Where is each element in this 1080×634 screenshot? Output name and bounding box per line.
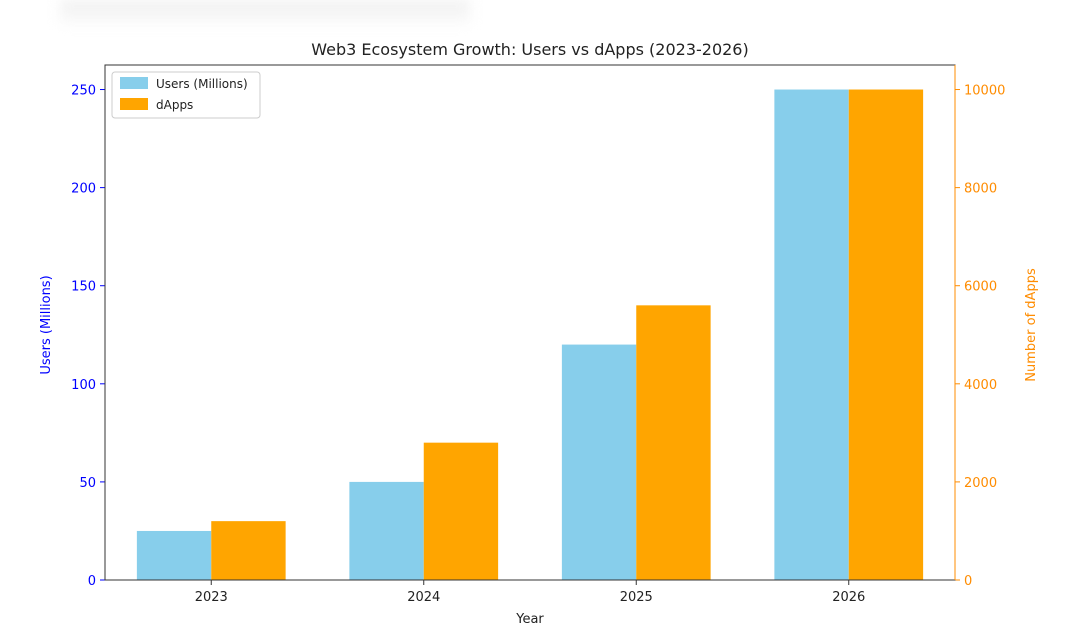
left-tick-label: 100: [71, 378, 96, 393]
bar-dapps-2024: [423, 442, 499, 580]
x-axis-label: Year: [515, 612, 544, 627]
x-tick-label: 2023: [195, 590, 228, 605]
bar-users-2024: [349, 481, 424, 580]
right-tick-label: 2000: [964, 476, 997, 491]
left-tick-label: 200: [71, 182, 96, 197]
blurred-header-fragment: [60, 0, 470, 24]
right-tick-label: 6000: [964, 280, 997, 295]
left-tick-label: 150: [71, 280, 96, 295]
right-tick-label: 8000: [964, 182, 997, 197]
legend-label-dapps: dApps: [156, 98, 193, 112]
x-tick-label: 2026: [832, 590, 865, 605]
x-tick-label: 2025: [620, 590, 653, 605]
right-axis-label: Number of dApps: [1024, 268, 1039, 382]
legend-label-users: Users (Millions): [156, 77, 248, 91]
right-tick-label: 4000: [964, 378, 997, 393]
right-tick-label: 10000: [964, 84, 1005, 99]
bar-dapps-2026: [848, 89, 924, 581]
bar-users-2025: [561, 344, 637, 580]
legend-swatch-users: [120, 77, 148, 89]
x-tick-label: 2024: [407, 590, 440, 605]
left-tick-label: 0: [88, 574, 96, 589]
right-tick-label: 0: [964, 574, 972, 589]
legend: Users (Millions) dApps: [111, 71, 261, 119]
right-axis-ticks: 0 2000 4000 6000 8000 10000: [955, 84, 1005, 589]
bar-dapps-2023: [211, 521, 286, 580]
bar-users-2023: [136, 530, 212, 580]
legend-box: [111, 71, 261, 119]
bars-group: [136, 89, 924, 581]
chart-title: Web3 Ecosystem Growth: Users vs dApps (2…: [311, 40, 748, 59]
left-tick-label: 250: [71, 84, 96, 99]
left-axis-ticks: 0 50 100 150 200 250: [71, 84, 105, 589]
bar-users-2026: [774, 89, 849, 581]
legend-swatch-dapps: [120, 98, 148, 110]
bar-dapps-2025: [636, 305, 711, 580]
left-tick-label: 50: [79, 476, 96, 491]
left-axis-label: Users (Millions): [39, 275, 54, 374]
x-axis-ticks: 2023 2024 2025 2026: [195, 580, 865, 605]
